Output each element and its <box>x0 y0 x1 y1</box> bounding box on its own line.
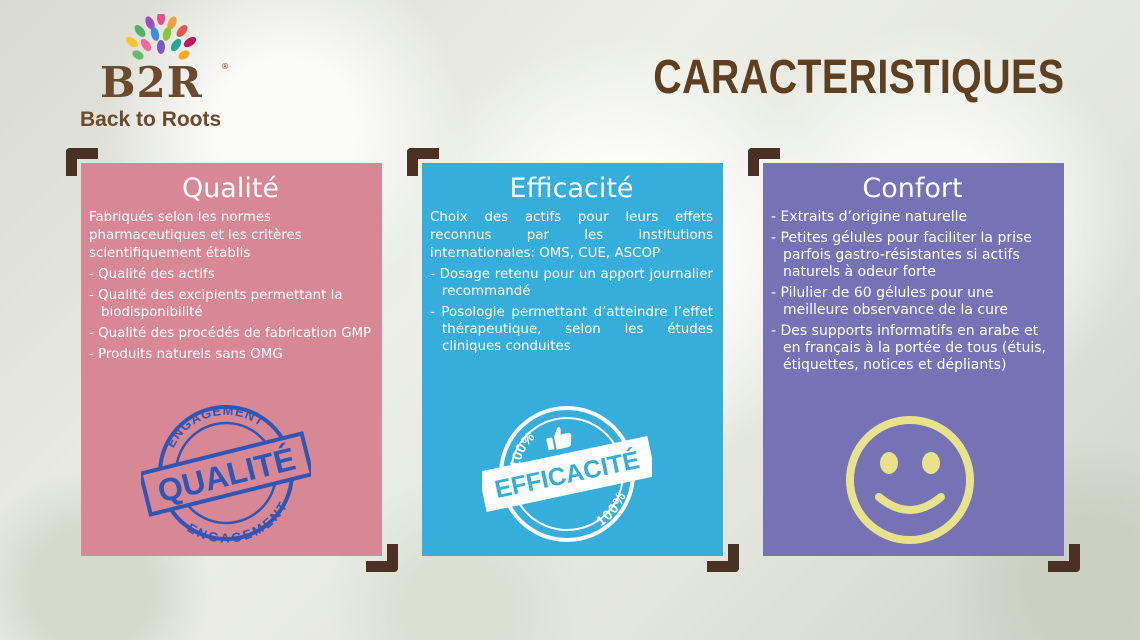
corner-bracket <box>1048 544 1080 572</box>
list-item: Posologie permettant d’atteindre l’effet… <box>430 304 713 355</box>
list-item: Pilulier de 60 gélules pour une meilleur… <box>771 285 1054 319</box>
card-panel: Confort Extraits d’origine naturelle Pet… <box>763 163 1064 556</box>
card-confort: Confort Extraits d’origine naturelle Pet… <box>748 148 1080 572</box>
corner-bracket <box>748 148 780 176</box>
smiley-icon <box>846 416 974 544</box>
card-title: Confort <box>862 173 963 204</box>
brand-mark: B2R <box>100 58 203 107</box>
corner-bracket <box>407 148 439 176</box>
card-panel: Efficacité Choix des actifs pour leurs e… <box>422 163 723 556</box>
brand-logo: B2R ® Back to Roots <box>78 14 248 136</box>
card-title: Efficacité <box>509 173 634 204</box>
list-item: Qualité des excipients permettant la bio… <box>89 287 372 321</box>
card-list: Dosage retenu pour un apport journalier … <box>430 266 713 355</box>
corner-bracket <box>66 148 98 176</box>
brand-name: Back to Roots <box>80 108 222 131</box>
card-intro: Choix des actifs pour leurs effets recon… <box>430 210 713 261</box>
thumbs-up-icon <box>546 427 572 451</box>
card-efficacite: Efficacité Choix des actifs pour leurs e… <box>407 148 739 572</box>
list-item: Des supports informatifs en arabe et en … <box>771 323 1054 374</box>
qualite-stamp-icon: ENGAGEMENT ENGAGEMENT QUALITÉ <box>141 403 311 543</box>
list-item: Extraits d’origine naturelle <box>771 209 1054 226</box>
card-panel: Qualité Fabriqués selon les normes pharm… <box>81 163 382 556</box>
list-item: Petites gélules pour faciliter la prise … <box>771 230 1054 281</box>
card-list: Qualité des actifs Qualité des excipient… <box>89 266 372 363</box>
efficacite-stamp-icon: 100% 100% EFFICACITÉ <box>482 406 652 542</box>
leaves-icon <box>125 14 197 60</box>
card-list: Extraits d’origine naturelle Petites gél… <box>771 209 1054 374</box>
corner-bracket <box>366 544 398 572</box>
corner-bracket <box>707 544 739 572</box>
list-item: Qualité des actifs <box>89 266 372 283</box>
list-item: Dosage retenu pour un apport journalier … <box>430 266 713 300</box>
list-item: Qualité des procédés de fabrication GMP <box>89 325 372 342</box>
card-qualite: Qualité Fabriqués selon les normes pharm… <box>66 148 398 572</box>
page-title: CARACTERISTIQUES <box>652 51 1064 104</box>
card-title: Qualité <box>181 173 280 204</box>
registered-mark: ® <box>221 62 229 71</box>
card-intro: Fabriqués selon les normes pharmaceutiqu… <box>89 210 302 261</box>
list-item: Produits naturels sans OMG <box>89 346 372 363</box>
